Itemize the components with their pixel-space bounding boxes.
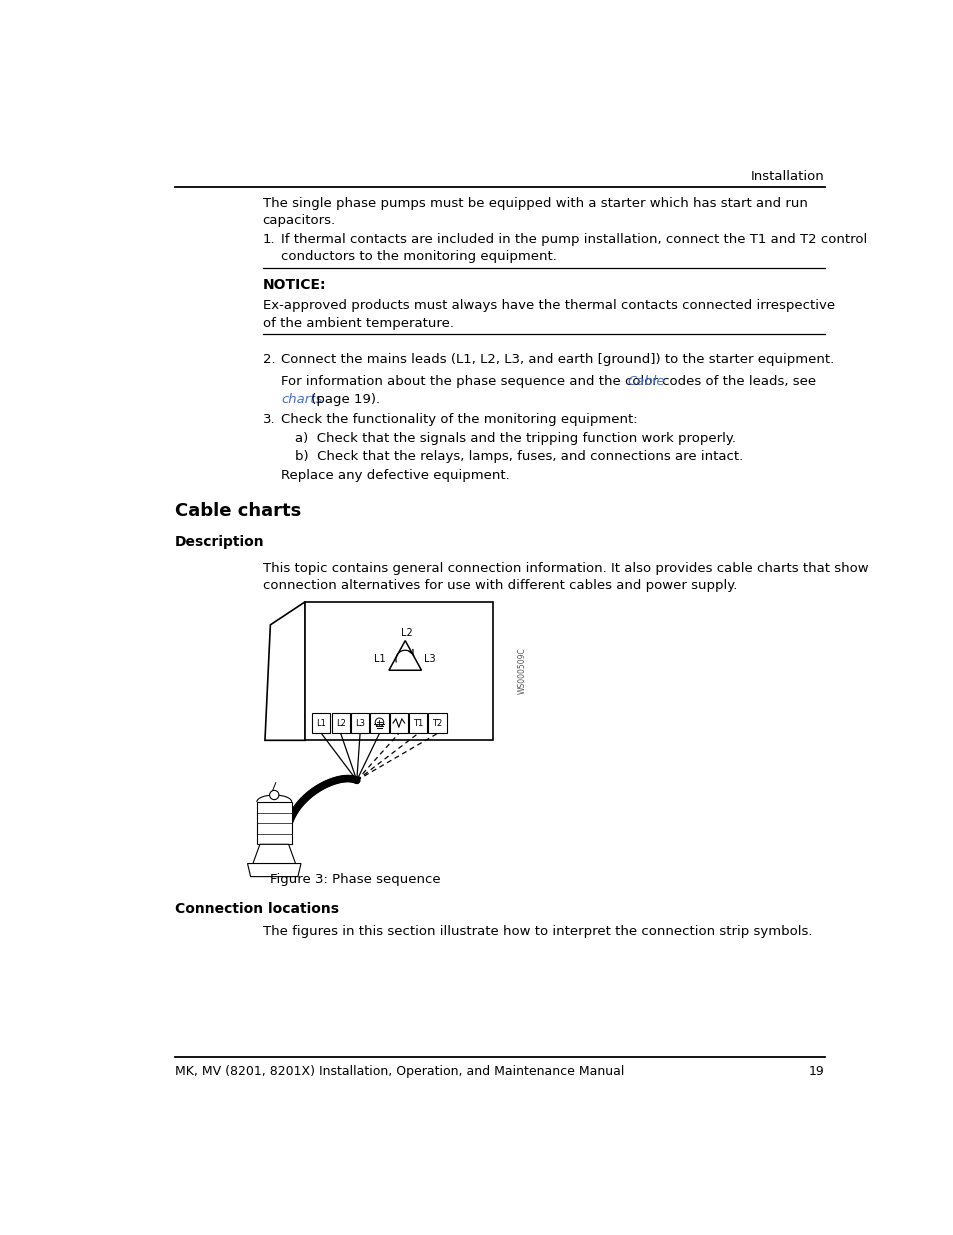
Bar bbox=[305, 601, 493, 740]
Text: 2.: 2. bbox=[262, 353, 275, 366]
Text: b)  Check that the relays, lamps, fuses, and connections are intact.: b) Check that the relays, lamps, fuses, … bbox=[294, 450, 742, 463]
Text: L2: L2 bbox=[335, 719, 345, 727]
Text: Connect the mains leads (L1, L2, L3, and earth [ground]) to the starter equipmen: Connect the mains leads (L1, L2, L3, and… bbox=[281, 353, 834, 366]
Circle shape bbox=[270, 790, 278, 799]
Text: Installation: Installation bbox=[750, 170, 823, 183]
Text: The single phase pumps must be equipped with a starter which has start and run
c: The single phase pumps must be equipped … bbox=[262, 196, 806, 227]
Text: MK, MV (8201, 8201X) Installation, Operation, and Maintenance Manual: MK, MV (8201, 8201X) Installation, Opera… bbox=[174, 1066, 624, 1078]
Text: WS000509C: WS000509C bbox=[517, 647, 526, 694]
Polygon shape bbox=[247, 863, 301, 877]
Text: This topic contains general connection information. It also provides cable chart: This topic contains general connection i… bbox=[262, 562, 867, 593]
Bar bbox=[332, 713, 350, 734]
Text: T2: T2 bbox=[432, 719, 442, 727]
Text: T1: T1 bbox=[413, 719, 423, 727]
Bar bbox=[390, 713, 408, 734]
Bar bbox=[409, 713, 427, 734]
Bar bbox=[312, 713, 330, 734]
Bar bbox=[428, 713, 446, 734]
Text: Check the functionality of the monitoring equipment:: Check the functionality of the monitorin… bbox=[281, 414, 638, 426]
Bar bbox=[256, 802, 292, 845]
Text: 19: 19 bbox=[808, 1066, 823, 1078]
Text: L2: L2 bbox=[400, 627, 413, 638]
Polygon shape bbox=[253, 845, 295, 863]
Text: charts: charts bbox=[281, 393, 322, 405]
Text: L1: L1 bbox=[374, 653, 385, 663]
Text: L1: L1 bbox=[316, 719, 326, 727]
Text: Connection locations: Connection locations bbox=[174, 902, 338, 916]
Bar bbox=[351, 713, 369, 734]
Text: Cable: Cable bbox=[626, 374, 664, 388]
Polygon shape bbox=[265, 601, 305, 740]
Text: For information about the phase sequence and the color codes of the leads, see: For information about the phase sequence… bbox=[281, 374, 820, 388]
Text: 1.: 1. bbox=[262, 233, 275, 246]
Text: (page 19).: (page 19). bbox=[307, 393, 380, 405]
Text: L3: L3 bbox=[423, 653, 435, 663]
Bar bbox=[370, 713, 388, 734]
Text: Replace any defective equipment.: Replace any defective equipment. bbox=[281, 469, 510, 483]
Text: If thermal contacts are included in the pump installation, connect the T1 and T2: If thermal contacts are included in the … bbox=[281, 233, 866, 263]
Text: 3.: 3. bbox=[262, 414, 275, 426]
Text: The figures in this section illustrate how to interpret the connection strip sym: The figures in this section illustrate h… bbox=[262, 925, 811, 939]
Text: L3: L3 bbox=[355, 719, 365, 727]
Text: Cable charts: Cable charts bbox=[174, 503, 301, 520]
Text: Description: Description bbox=[174, 535, 264, 548]
Text: NOTICE:: NOTICE: bbox=[262, 278, 326, 293]
Text: Figure 3: Phase sequence: Figure 3: Phase sequence bbox=[270, 873, 440, 885]
Text: a)  Check that the signals and the tripping function work properly.: a) Check that the signals and the trippi… bbox=[294, 432, 736, 446]
Text: Ex-approved products must always have the thermal contacts connected irrespectiv: Ex-approved products must always have th… bbox=[262, 299, 834, 330]
